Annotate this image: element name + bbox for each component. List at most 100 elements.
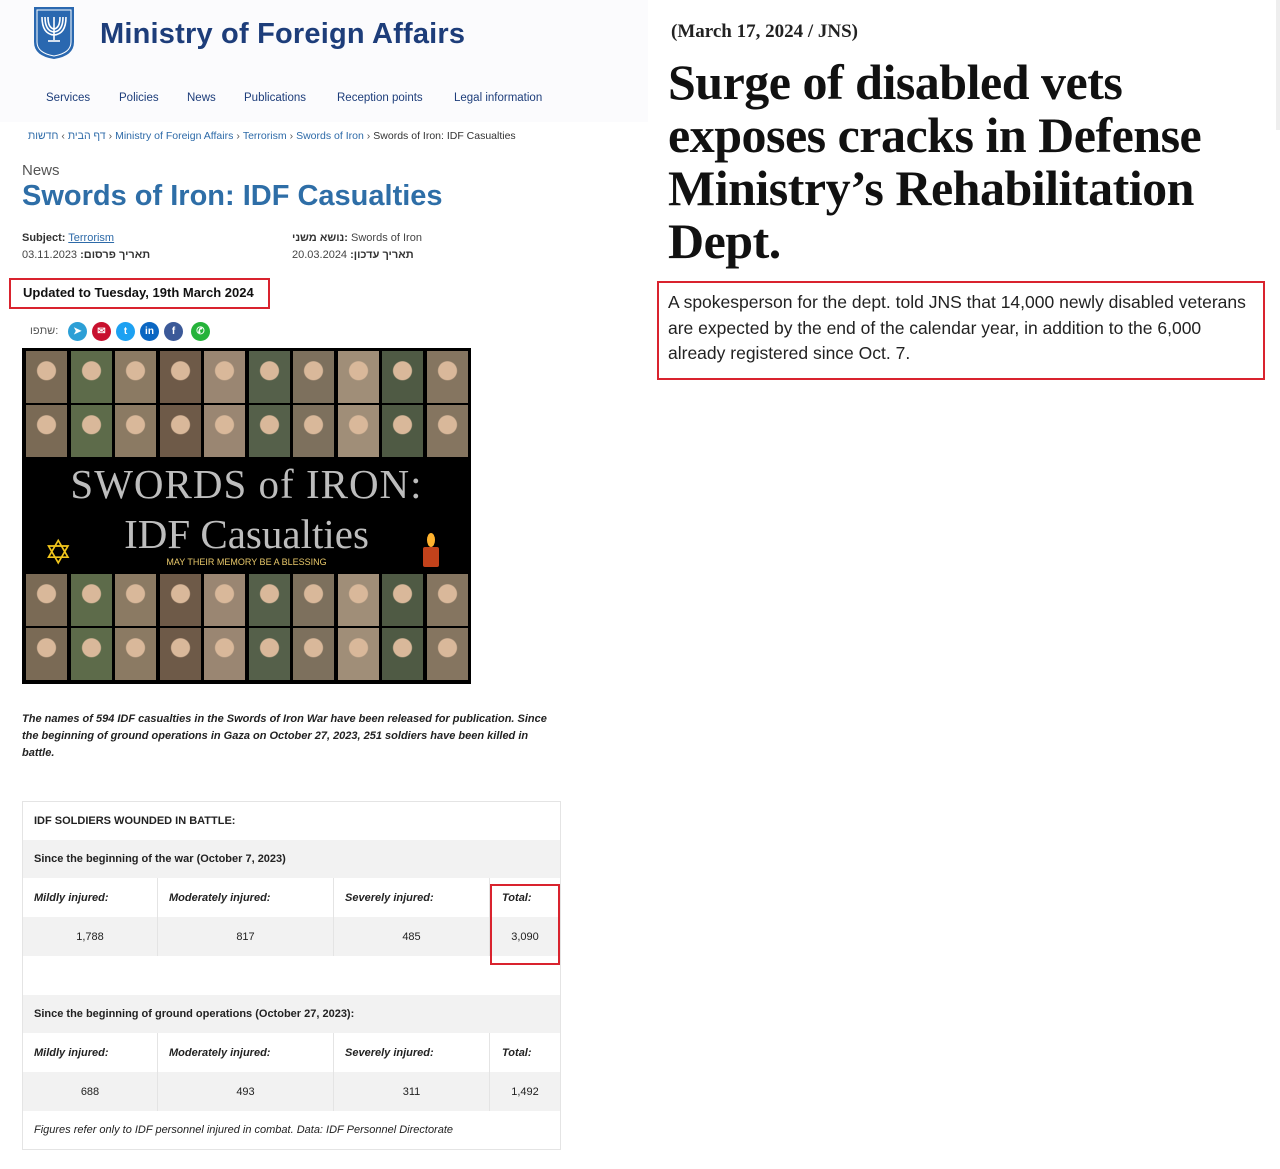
breadcrumb-terrorism[interactable]: Terrorism (242, 130, 287, 142)
updated-meta: תאריך עדכון: 20.03.2024 (292, 249, 414, 261)
portrait-tile (293, 628, 334, 680)
portrait-tile (70, 405, 112, 457)
panel-edge (1276, 0, 1280, 130)
portrait-tile (159, 405, 201, 457)
news-clip-panel: (March 17, 2024 / JNS) Surge of disabled… (648, 0, 1280, 1169)
section-title-row: Since the beginning of ground operations… (23, 995, 560, 1034)
breadcrumb-home[interactable]: דף הבית (67, 130, 106, 142)
facebook-icon[interactable]: f (164, 322, 183, 341)
portrait-tile (337, 574, 379, 626)
portrait-tile (115, 405, 156, 457)
subject-link[interactable]: Terrorism (68, 232, 115, 244)
footnote-row: Figures refer only to IDF personnel inju… (23, 1111, 560, 1149)
secondary-subject-meta: נושא משני: Swords of Iron (292, 232, 422, 244)
portrait-tile (204, 574, 245, 626)
table-heading-row: IDF SOLDIERS WOUNDED IN BATTLE: (23, 802, 560, 841)
portrait-tile (293, 574, 334, 626)
linkedin-icon[interactable]: in (140, 322, 159, 341)
column-header-severe: Severely injured: (334, 1033, 490, 1072)
portrait-tile (337, 405, 379, 457)
breadcrumb: דף הבית›חדשות › Ministry of Foreign Affair… (28, 130, 516, 142)
column-header-moderate: Moderately injured: (158, 878, 334, 917)
portrait-tile (426, 628, 468, 680)
email-icon[interactable]: ✉ (92, 322, 111, 341)
portrait-tile (159, 351, 201, 403)
page-title: Swords of Iron: IDF Casualties (22, 180, 443, 212)
portrait-tile (115, 628, 156, 680)
table-row: 1,788 817 485 3,090 (23, 917, 560, 957)
value-moderate: 493 (158, 1072, 334, 1111)
portrait-tile (159, 628, 201, 680)
column-header-total: Total: (502, 891, 532, 904)
value-total: 1,492 (511, 1085, 539, 1098)
nav-reception-points[interactable]: Reception points (337, 92, 423, 104)
portrait-tile (248, 628, 290, 680)
breadcrumb-news[interactable]: חדשות (28, 130, 59, 142)
column-header-severe: Severely injured: (334, 878, 490, 917)
table-header-row: Mildly injured: Moderately injured: Seve… (23, 1033, 560, 1073)
portrait-tile (70, 574, 112, 626)
section-title-row: Since the beginning of the war (October … (23, 840, 560, 879)
section-title: Since the beginning of the war (October … (34, 853, 286, 865)
nav-services[interactable]: Services (46, 92, 91, 104)
telegram-icon[interactable]: ➤ (68, 322, 87, 341)
quote-text: A spokesperson for the dept. told JNS th… (668, 292, 1246, 363)
menorah-emblem-icon[interactable] (31, 4, 77, 60)
published-value: 03.11.2023 (22, 249, 78, 261)
nav-policies[interactable]: Policies (119, 92, 159, 104)
portrait-tile (159, 574, 201, 626)
nav-news[interactable]: News (187, 92, 216, 104)
collage-subtitle: MAY THEIR MEMORY BE A BLESSING (166, 557, 327, 567)
portrait-tile (382, 574, 423, 626)
column-header-moderate: Moderately injured: (158, 1033, 334, 1072)
portrait-tile (115, 574, 156, 626)
column-header-total: Total: (502, 1046, 532, 1059)
secondary-subject-value: Swords of Iron (351, 232, 422, 244)
category-label: News (22, 162, 60, 179)
quote-highlight-box (657, 281, 1265, 380)
portrait-tile (293, 351, 334, 403)
site-header: Ministry of Foreign Affairs Services Pol… (0, 0, 648, 122)
portrait-tile (382, 351, 423, 403)
portrait-tile (248, 405, 290, 457)
subject-meta: Subject: Terrorism (22, 232, 114, 244)
collage-title-line1: SWORDS of IRON: (70, 461, 423, 507)
share-label: שתפו: (30, 325, 59, 337)
total-highlight-box (490, 884, 560, 965)
value-mild: 688 (23, 1072, 158, 1111)
section-title: Since the beginning of ground operations… (34, 1008, 355, 1020)
published-meta: תאריך פרסום: 03.11.2023 (22, 249, 150, 261)
portrait-tile (248, 351, 290, 403)
updated-label: תאריך עדכון: (350, 249, 414, 261)
value-severe: 311 (334, 1072, 490, 1111)
table-header-row: Mildly injured: Moderately injured: Seve… (23, 878, 560, 918)
image-caption: The names of 594 IDF casualties in the S… (22, 713, 547, 759)
published-label: תאריך פרסום: (80, 249, 151, 261)
portrait-tile (337, 628, 379, 680)
nav-legal-information[interactable]: Legal information (454, 92, 543, 104)
portrait-tile (337, 351, 379, 403)
table-heading: IDF SOLDIERS WOUNDED IN BATTLE: (34, 815, 236, 827)
nav-publications[interactable]: Publications (244, 92, 307, 104)
spacer-row (23, 956, 560, 996)
headline: Surge of disabled vets exposes cracks in… (668, 54, 1202, 269)
breadcrumb-swords-of-iron[interactable]: Swords of Iron (296, 130, 364, 142)
portrait-tile (426, 574, 468, 626)
portrait-tile (26, 351, 67, 403)
site-title[interactable]: Ministry of Foreign Affairs (100, 18, 466, 50)
portrait-tile (382, 405, 423, 457)
portrait-tile (26, 628, 67, 680)
breadcrumb-mfa[interactable]: Ministry of Foreign Affairs (115, 130, 234, 142)
updated-value: 20.03.2024 (292, 249, 348, 261)
value-mild: 1,788 (23, 917, 158, 956)
portrait-tile (426, 405, 468, 457)
memorial-candle-icon (423, 533, 439, 567)
whatsapp-icon[interactable]: ✆ (191, 322, 210, 341)
portrait-tile (204, 628, 245, 680)
table-footnote: Figures refer only to IDF personnel inju… (34, 1124, 454, 1136)
table-row: 688 493 311 1,492 (23, 1072, 560, 1112)
portrait-tile (70, 351, 112, 403)
portrait-tile (293, 405, 334, 457)
twitter-icon[interactable]: t (116, 322, 135, 341)
portrait-tile (204, 351, 245, 403)
